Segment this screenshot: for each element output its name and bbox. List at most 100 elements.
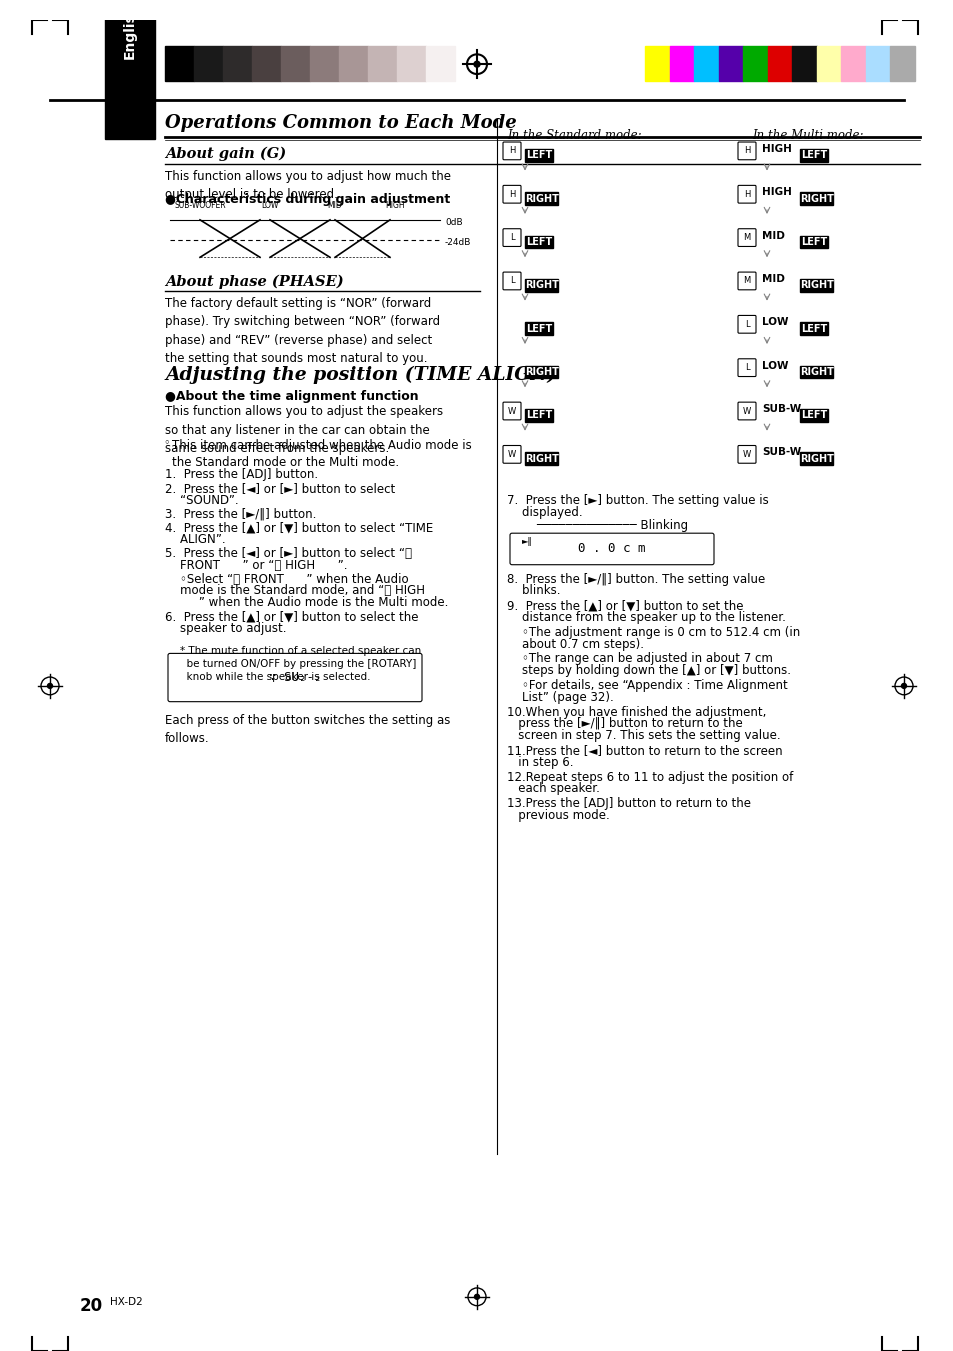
Text: ∵ SU₂-₂: ∵ SU₂-₂ (269, 670, 321, 684)
Circle shape (474, 61, 479, 68)
Bar (524, 278, 558, 292)
Bar (694, 46, 718, 81)
Text: ◦The adjustment range is 0 cm to 512.4 cm (in: ◦The adjustment range is 0 cm to 512.4 c… (506, 626, 800, 639)
Text: This item can be adjusted when the Audio mode is
the Standard mode or the Multi : This item can be adjusted when the Audio… (172, 439, 471, 469)
Text: LOW: LOW (261, 201, 278, 209)
Bar (524, 192, 558, 205)
Text: 6.  Press the [▲] or [▼] button to select the: 6. Press the [▲] or [▼] button to select… (165, 611, 418, 623)
Text: W: W (742, 450, 750, 459)
Text: L: L (744, 320, 748, 328)
Text: L: L (509, 234, 514, 242)
Text: displayed.: displayed. (506, 505, 582, 519)
Bar (524, 149, 553, 162)
Bar (368, 46, 396, 81)
Text: HIGH: HIGH (761, 188, 791, 197)
Text: H: H (508, 189, 515, 199)
Bar (767, 46, 791, 81)
Text: 11.Press the [◄] button to return to the screen: 11.Press the [◄] button to return to the… (506, 744, 781, 757)
Bar (841, 46, 865, 81)
Text: LEFT: LEFT (800, 150, 826, 161)
Bar (718, 46, 742, 81)
Bar (281, 46, 310, 81)
Text: ◦: ◦ (163, 439, 170, 449)
Text: LEFT: LEFT (525, 236, 552, 247)
Bar (524, 323, 553, 335)
Text: ” when the Audio mode is the Multi mode.: ” when the Audio mode is the Multi mode. (165, 596, 448, 609)
Text: about 0.7 cm steps).: about 0.7 cm steps). (506, 638, 643, 651)
Circle shape (48, 684, 52, 689)
FancyBboxPatch shape (738, 403, 755, 420)
Text: 7.  Press the [►] button. The setting value is: 7. Press the [►] button. The setting val… (506, 493, 768, 507)
Bar (165, 46, 193, 81)
FancyBboxPatch shape (738, 446, 755, 463)
Text: LEFT: LEFT (525, 411, 552, 420)
FancyBboxPatch shape (168, 654, 421, 701)
Text: MID: MID (761, 231, 784, 240)
Bar (426, 46, 455, 81)
Text: 1.  Press the [ADJ] button.: 1. Press the [ADJ] button. (165, 469, 317, 481)
FancyBboxPatch shape (738, 272, 755, 290)
Text: press the [►/‖] button to return to the: press the [►/‖] button to return to the (506, 717, 742, 731)
Text: LEFT: LEFT (525, 324, 552, 334)
Text: The factory default setting is “NOR” (forward
phase). Try switching between “NOR: The factory default setting is “NOR” (fo… (165, 297, 439, 365)
FancyBboxPatch shape (738, 185, 755, 203)
Text: RIGHT: RIGHT (799, 193, 833, 204)
Bar (644, 46, 669, 81)
Text: ●Characteristics during gain adjustment: ●Characteristics during gain adjustment (165, 193, 450, 207)
Text: In the Multi mode:: In the Multi mode: (751, 130, 862, 142)
FancyBboxPatch shape (738, 142, 755, 159)
FancyBboxPatch shape (502, 272, 520, 290)
Text: 12.Repeat steps 6 to 11 to adjust the position of: 12.Repeat steps 6 to 11 to adjust the po… (506, 770, 792, 784)
Text: List” (page 32).: List” (page 32). (506, 690, 613, 704)
Text: Adjusting the position (TIME ALIGN): Adjusting the position (TIME ALIGN) (165, 366, 556, 384)
Text: SUB-W: SUB-W (761, 447, 801, 458)
Bar (800, 366, 833, 378)
Bar (800, 235, 827, 249)
Text: SUB-WOOFER: SUB-WOOFER (174, 201, 226, 209)
Circle shape (474, 1294, 479, 1300)
Text: ◦For details, see “Appendix : Time Alignment: ◦For details, see “Appendix : Time Align… (506, 680, 787, 692)
Bar (865, 46, 889, 81)
Text: RIGHT: RIGHT (524, 193, 558, 204)
Text: 0 . 0 c m: 0 . 0 c m (578, 543, 645, 555)
FancyBboxPatch shape (502, 446, 520, 463)
FancyBboxPatch shape (502, 185, 520, 203)
Text: ALIGN”.: ALIGN”. (165, 534, 226, 546)
Text: RIGHT: RIGHT (799, 454, 833, 463)
Bar (310, 46, 338, 81)
Bar (193, 46, 223, 81)
Text: in step 6.: in step 6. (506, 755, 573, 769)
Text: 13.Press the [ADJ] button to return to the: 13.Press the [ADJ] button to return to t… (506, 797, 750, 811)
Text: ◦The range can be adjusted in about 7 cm: ◦The range can be adjusted in about 7 cm (506, 653, 772, 666)
FancyBboxPatch shape (502, 403, 520, 420)
Text: ●About the time alignment function: ●About the time alignment function (165, 390, 418, 404)
Text: RIGHT: RIGHT (799, 281, 833, 290)
Bar (800, 453, 833, 465)
Text: LOW: LOW (761, 361, 788, 370)
Text: W: W (507, 407, 516, 416)
Text: steps by holding down the [▲] or [▼] buttons.: steps by holding down the [▲] or [▼] but… (506, 665, 790, 677)
Text: H: H (743, 146, 749, 155)
Text: RIGHT: RIGHT (524, 367, 558, 377)
Text: screen in step 7. This sets the setting value.: screen in step 7. This sets the setting … (506, 730, 780, 742)
Bar (252, 46, 281, 81)
Text: 3.  Press the [►/‖] button.: 3. Press the [►/‖] button. (165, 508, 316, 520)
Text: speaker to adjust.: speaker to adjust. (165, 621, 286, 635)
Bar (800, 409, 827, 422)
Bar (105, 0, 154, 139)
Text: 5.  Press the [◄] or [►] button to select “ⓗ: 5. Press the [◄] or [►] button to select… (165, 547, 412, 559)
Bar (816, 46, 841, 81)
Bar (524, 235, 553, 249)
Text: previous mode.: previous mode. (506, 809, 609, 821)
Bar (800, 149, 827, 162)
FancyBboxPatch shape (510, 534, 713, 565)
Text: RIGHT: RIGHT (524, 281, 558, 290)
Text: RIGHT: RIGHT (799, 367, 833, 377)
Text: -24dB: -24dB (444, 238, 471, 247)
Text: RIGHT: RIGHT (524, 454, 558, 463)
Text: MID: MID (761, 274, 784, 284)
Text: ◦Select “ⓗ FRONT      ” when the Audio: ◦Select “ⓗ FRONT ” when the Audio (165, 573, 408, 585)
Text: 20: 20 (80, 1297, 103, 1315)
Text: 9.  Press the [▲] or [▼] button to set the: 9. Press the [▲] or [▼] button to set th… (506, 600, 742, 612)
Text: HIGH: HIGH (761, 145, 791, 154)
